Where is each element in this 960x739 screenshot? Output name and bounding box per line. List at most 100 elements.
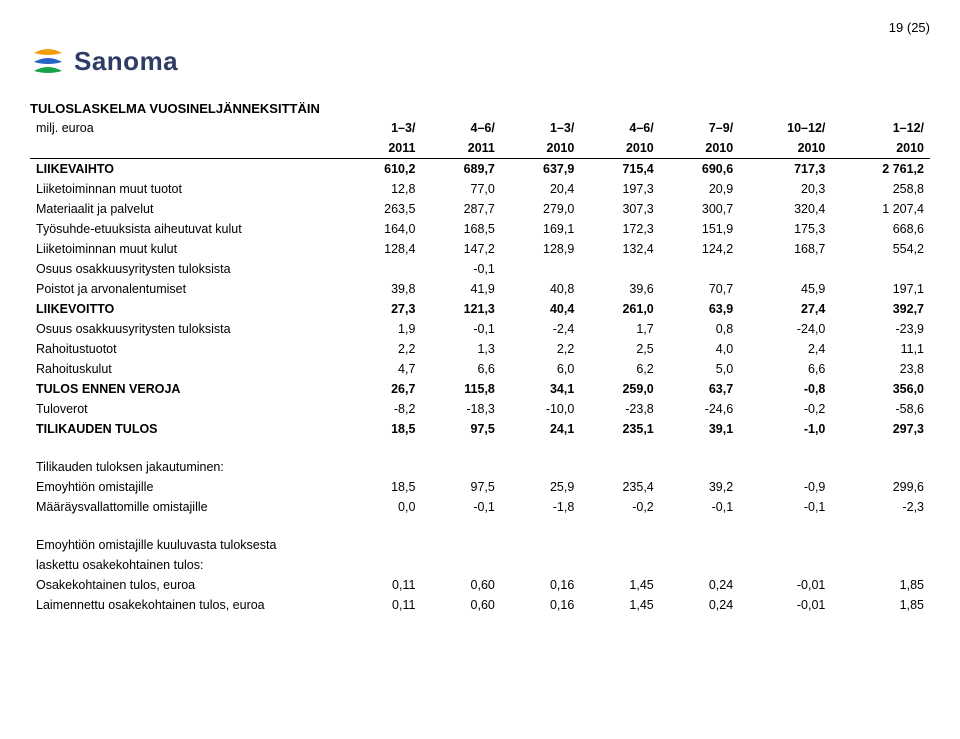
cell: 25,9 [501,477,580,497]
row-label: LIIKEVAIHTO [30,159,342,180]
cell: -0,01 [739,595,831,615]
row-label: Emoyhtiön omistajille [30,477,342,497]
cell: 0,11 [342,595,421,615]
cell: -2,3 [831,497,930,517]
cell: 279,0 [501,199,580,219]
cell: -2,4 [501,319,580,339]
cell: 34,1 [501,379,580,399]
cell: 20,3 [739,179,831,199]
cell: -0,1 [660,497,739,517]
year-col-2: 2010 [501,138,580,159]
cell: 5,0 [660,359,739,379]
cell: 297,3 [831,419,930,439]
cell: 27,4 [739,299,831,319]
table-row: Rahoituskulut4,76,66,06,25,06,623,8 [30,359,930,379]
cell: 41,9 [421,279,500,299]
table-row: Liiketoiminnan muut kulut128,4147,2128,9… [30,239,930,259]
logo-mark-icon [30,43,66,79]
cell: 6,2 [580,359,659,379]
cell: -0,1 [421,497,500,517]
cell [739,259,831,279]
year-col-1: 2011 [421,138,500,159]
row-label: Tuloverot [30,399,342,419]
block2-heading-row: Tilikauden tuloksen jakautuminen: [30,457,930,477]
cell: 132,4 [580,239,659,259]
cell: 40,4 [501,299,580,319]
cell: 1,9 [342,319,421,339]
cell: 554,2 [831,239,930,259]
cell: 70,7 [660,279,739,299]
cell [660,259,739,279]
cell: 0,8 [660,319,739,339]
cell: -0,2 [739,399,831,419]
cell: 39,2 [660,477,739,497]
cell: -1,8 [501,497,580,517]
cell: 18,5 [342,477,421,497]
cell: 0,60 [421,575,500,595]
row-label: Rahoituskulut [30,359,342,379]
cell: 147,2 [421,239,500,259]
logo-text: Sanoma [74,46,178,77]
table-row: LIIKEVOITTO27,3121,340,4261,063,927,4392… [30,299,930,319]
cell: 39,6 [580,279,659,299]
row-label: Työsuhde-etuuksista aiheutuvat kulut [30,219,342,239]
cell: 197,3 [580,179,659,199]
cell: 20,9 [660,179,739,199]
cell: -0,9 [739,477,831,497]
cell [831,259,930,279]
year-col-3: 2010 [580,138,659,159]
cell: 0,11 [342,575,421,595]
cell: 637,9 [501,159,580,180]
cell: 63,7 [660,379,739,399]
cell: 717,3 [739,159,831,180]
row-label: TULOS ENNEN VEROJA [30,379,342,399]
table-row: Osakekohtainen tulos, euroa0,110,600,161… [30,575,930,595]
cell: 40,8 [501,279,580,299]
cell: 128,9 [501,239,580,259]
period-col-3: 4–6/ [580,118,659,138]
cell: 1,85 [831,575,930,595]
row-label: Laimennettu osakekohtainen tulos, euroa [30,595,342,615]
period-col-1: 4–6/ [421,118,500,138]
cell: 1,45 [580,575,659,595]
cell: 164,0 [342,219,421,239]
cell: 2,2 [501,339,580,359]
cell: 690,6 [660,159,739,180]
block3-heading-row-1: Emoyhtiön omistajille kuuluvasta tulokse… [30,535,930,555]
row-label: LIIKEVOITTO [30,299,342,319]
cell: 168,5 [421,219,500,239]
cell: 0,16 [501,595,580,615]
cell: -0,1 [421,259,500,279]
cell: 169,1 [501,219,580,239]
cell: 320,4 [739,199,831,219]
cell: 2,2 [342,339,421,359]
block3-line1: Emoyhtiön omistajille kuuluvasta tulokse… [30,535,342,555]
cell: 1,7 [580,319,659,339]
cell: -0,01 [739,575,831,595]
table-row: Emoyhtiön omistajille18,597,525,9235,439… [30,477,930,497]
cell: -23,8 [580,399,659,419]
cell: 1,85 [831,595,930,615]
table-row: Laimennettu osakekohtainen tulos, euroa0… [30,595,930,615]
block3-line2: laskettu osakekohtainen tulos: [30,555,342,575]
cell: 45,9 [739,279,831,299]
cell: 2,4 [739,339,831,359]
period-col-2: 1–3/ [501,118,580,138]
cell [342,259,421,279]
cell: 263,5 [342,199,421,219]
row-label: Poistot ja arvonalentumiset [30,279,342,299]
row-label: Rahoitustuotot [30,339,342,359]
cell: 0,60 [421,595,500,615]
cell: 1,3 [421,339,500,359]
cell: 261,0 [580,299,659,319]
cell: 2 761,2 [831,159,930,180]
cell: 24,1 [501,419,580,439]
cell: 715,4 [580,159,659,180]
table-row: Poistot ja arvonalentumiset39,841,940,83… [30,279,930,299]
cell: -18,3 [421,399,500,419]
cell: -1,0 [739,419,831,439]
cell: 77,0 [421,179,500,199]
table-row: Rahoitustuotot2,21,32,22,54,02,411,1 [30,339,930,359]
cell: 307,3 [580,199,659,219]
cell: 197,1 [831,279,930,299]
